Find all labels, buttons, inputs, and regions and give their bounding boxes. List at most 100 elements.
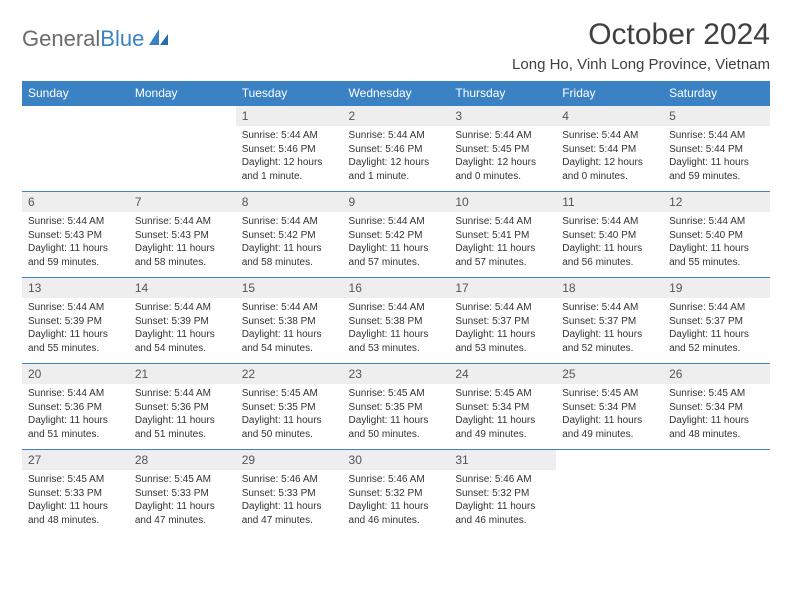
calendar-table: SundayMondayTuesdayWednesdayThursdayFrid… — [22, 81, 770, 536]
day-details: Sunrise: 5:45 AMSunset: 5:34 PMDaylight:… — [556, 384, 663, 446]
calendar-day-cell: 11Sunrise: 5:44 AMSunset: 5:40 PMDayligh… — [556, 192, 663, 278]
calendar-day-cell: 21Sunrise: 5:44 AMSunset: 5:36 PMDayligh… — [129, 364, 236, 450]
day-details: Sunrise: 5:44 AMSunset: 5:42 PMDaylight:… — [236, 212, 343, 274]
calendar-day-cell: 5Sunrise: 5:44 AMSunset: 5:44 PMDaylight… — [663, 106, 770, 192]
day-number: 22 — [236, 364, 343, 384]
calendar-day-cell: 16Sunrise: 5:44 AMSunset: 5:38 PMDayligh… — [343, 278, 450, 364]
calendar-day-cell: 9Sunrise: 5:44 AMSunset: 5:42 PMDaylight… — [343, 192, 450, 278]
calendar-day-cell: 15Sunrise: 5:44 AMSunset: 5:38 PMDayligh… — [236, 278, 343, 364]
day-details: Sunrise: 5:44 AMSunset: 5:43 PMDaylight:… — [129, 212, 236, 274]
calendar-day-cell: 17Sunrise: 5:44 AMSunset: 5:37 PMDayligh… — [449, 278, 556, 364]
day-details: Sunrise: 5:45 AMSunset: 5:33 PMDaylight:… — [129, 470, 236, 532]
logo: GeneralBlue — [22, 18, 170, 52]
calendar-day-cell: 26Sunrise: 5:45 AMSunset: 5:34 PMDayligh… — [663, 364, 770, 450]
day-number: 20 — [22, 364, 129, 384]
day-details: Sunrise: 5:46 AMSunset: 5:32 PMDaylight:… — [449, 470, 556, 532]
day-number: 23 — [343, 364, 450, 384]
day-number: 18 — [556, 278, 663, 298]
calendar-header-cell: Tuesday — [236, 81, 343, 106]
calendar-empty-cell — [22, 106, 129, 192]
calendar-day-cell: 28Sunrise: 5:45 AMSunset: 5:33 PMDayligh… — [129, 450, 236, 536]
location: Long Ho, Vinh Long Province, Vietnam — [512, 56, 770, 73]
day-details: Sunrise: 5:45 AMSunset: 5:35 PMDaylight:… — [343, 384, 450, 446]
day-number: 11 — [556, 192, 663, 212]
day-number: 28 — [129, 450, 236, 470]
calendar-day-cell: 25Sunrise: 5:45 AMSunset: 5:34 PMDayligh… — [556, 364, 663, 450]
calendar-header-cell: Wednesday — [343, 81, 450, 106]
calendar-day-cell: 19Sunrise: 5:44 AMSunset: 5:37 PMDayligh… — [663, 278, 770, 364]
calendar-empty-cell — [663, 450, 770, 536]
calendar-day-cell: 7Sunrise: 5:44 AMSunset: 5:43 PMDaylight… — [129, 192, 236, 278]
calendar-header-cell: Sunday — [22, 81, 129, 106]
calendar-day-cell: 13Sunrise: 5:44 AMSunset: 5:39 PMDayligh… — [22, 278, 129, 364]
calendar-week-row: 27Sunrise: 5:45 AMSunset: 5:33 PMDayligh… — [22, 450, 770, 536]
calendar-day-cell: 4Sunrise: 5:44 AMSunset: 5:44 PMDaylight… — [556, 106, 663, 192]
calendar-day-cell: 2Sunrise: 5:44 AMSunset: 5:46 PMDaylight… — [343, 106, 450, 192]
day-number: 25 — [556, 364, 663, 384]
day-details: Sunrise: 5:44 AMSunset: 5:39 PMDaylight:… — [129, 298, 236, 360]
day-number: 6 — [22, 192, 129, 212]
calendar-day-cell: 12Sunrise: 5:44 AMSunset: 5:40 PMDayligh… — [663, 192, 770, 278]
calendar-day-cell: 29Sunrise: 5:46 AMSunset: 5:33 PMDayligh… — [236, 450, 343, 536]
calendar-header-row: SundayMondayTuesdayWednesdayThursdayFrid… — [22, 81, 770, 106]
calendar-empty-cell — [129, 106, 236, 192]
calendar-day-cell: 14Sunrise: 5:44 AMSunset: 5:39 PMDayligh… — [129, 278, 236, 364]
day-details: Sunrise: 5:44 AMSunset: 5:46 PMDaylight:… — [343, 126, 450, 188]
day-number: 7 — [129, 192, 236, 212]
day-number: 17 — [449, 278, 556, 298]
day-details: Sunrise: 5:44 AMSunset: 5:44 PMDaylight:… — [663, 126, 770, 188]
day-number: 1 — [236, 106, 343, 126]
calendar-day-cell: 24Sunrise: 5:45 AMSunset: 5:34 PMDayligh… — [449, 364, 556, 450]
calendar-week-row: 20Sunrise: 5:44 AMSunset: 5:36 PMDayligh… — [22, 364, 770, 450]
day-number: 13 — [22, 278, 129, 298]
day-details: Sunrise: 5:44 AMSunset: 5:36 PMDaylight:… — [129, 384, 236, 446]
day-details: Sunrise: 5:45 AMSunset: 5:35 PMDaylight:… — [236, 384, 343, 446]
day-number: 19 — [663, 278, 770, 298]
day-details: Sunrise: 5:44 AMSunset: 5:45 PMDaylight:… — [449, 126, 556, 188]
day-number: 4 — [556, 106, 663, 126]
day-details: Sunrise: 5:45 AMSunset: 5:34 PMDaylight:… — [449, 384, 556, 446]
calendar-empty-cell — [556, 450, 663, 536]
calendar-day-cell: 8Sunrise: 5:44 AMSunset: 5:42 PMDaylight… — [236, 192, 343, 278]
day-number: 14 — [129, 278, 236, 298]
day-details: Sunrise: 5:44 AMSunset: 5:43 PMDaylight:… — [22, 212, 129, 274]
calendar-day-cell: 10Sunrise: 5:44 AMSunset: 5:41 PMDayligh… — [449, 192, 556, 278]
calendar-header-cell: Thursday — [449, 81, 556, 106]
day-details: Sunrise: 5:44 AMSunset: 5:38 PMDaylight:… — [236, 298, 343, 360]
title-block: October 2024 Long Ho, Vinh Long Province… — [512, 18, 770, 73]
logo-text: GeneralBlue — [22, 26, 144, 52]
day-details: Sunrise: 5:44 AMSunset: 5:44 PMDaylight:… — [556, 126, 663, 188]
sail-icon — [148, 28, 170, 51]
day-details: Sunrise: 5:46 AMSunset: 5:33 PMDaylight:… — [236, 470, 343, 532]
day-number: 10 — [449, 192, 556, 212]
day-details: Sunrise: 5:44 AMSunset: 5:37 PMDaylight:… — [663, 298, 770, 360]
calendar-day-cell: 6Sunrise: 5:44 AMSunset: 5:43 PMDaylight… — [22, 192, 129, 278]
day-number: 15 — [236, 278, 343, 298]
day-number: 30 — [343, 450, 450, 470]
calendar-week-row: 13Sunrise: 5:44 AMSunset: 5:39 PMDayligh… — [22, 278, 770, 364]
day-number: 9 — [343, 192, 450, 212]
calendar-day-cell: 1Sunrise: 5:44 AMSunset: 5:46 PMDaylight… — [236, 106, 343, 192]
day-number: 21 — [129, 364, 236, 384]
day-details: Sunrise: 5:44 AMSunset: 5:41 PMDaylight:… — [449, 212, 556, 274]
calendar-day-cell: 31Sunrise: 5:46 AMSunset: 5:32 PMDayligh… — [449, 450, 556, 536]
calendar-body: 1Sunrise: 5:44 AMSunset: 5:46 PMDaylight… — [22, 106, 770, 536]
day-details: Sunrise: 5:44 AMSunset: 5:36 PMDaylight:… — [22, 384, 129, 446]
calendar-day-cell: 22Sunrise: 5:45 AMSunset: 5:35 PMDayligh… — [236, 364, 343, 450]
day-number: 31 — [449, 450, 556, 470]
day-details: Sunrise: 5:46 AMSunset: 5:32 PMDaylight:… — [343, 470, 450, 532]
day-details: Sunrise: 5:45 AMSunset: 5:34 PMDaylight:… — [663, 384, 770, 446]
month-title: October 2024 — [512, 18, 770, 52]
day-details: Sunrise: 5:44 AMSunset: 5:40 PMDaylight:… — [663, 212, 770, 274]
day-number: 12 — [663, 192, 770, 212]
day-details: Sunrise: 5:45 AMSunset: 5:33 PMDaylight:… — [22, 470, 129, 532]
calendar-day-cell: 3Sunrise: 5:44 AMSunset: 5:45 PMDaylight… — [449, 106, 556, 192]
day-number: 29 — [236, 450, 343, 470]
calendar-week-row: 1Sunrise: 5:44 AMSunset: 5:46 PMDaylight… — [22, 106, 770, 192]
day-details: Sunrise: 5:44 AMSunset: 5:40 PMDaylight:… — [556, 212, 663, 274]
calendar-day-cell: 23Sunrise: 5:45 AMSunset: 5:35 PMDayligh… — [343, 364, 450, 450]
day-details: Sunrise: 5:44 AMSunset: 5:42 PMDaylight:… — [343, 212, 450, 274]
calendar-header-cell: Saturday — [663, 81, 770, 106]
calendar-day-cell: 27Sunrise: 5:45 AMSunset: 5:33 PMDayligh… — [22, 450, 129, 536]
day-details: Sunrise: 5:44 AMSunset: 5:37 PMDaylight:… — [449, 298, 556, 360]
